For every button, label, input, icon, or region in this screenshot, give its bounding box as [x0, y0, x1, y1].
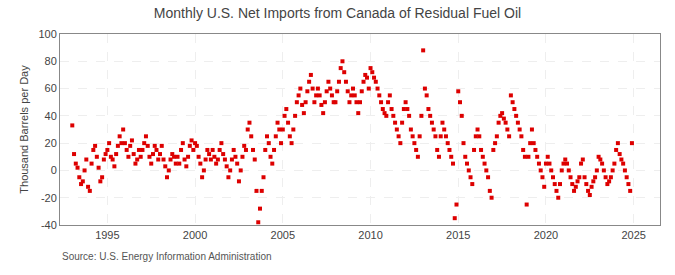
svg-text:2015: 2015	[446, 229, 470, 241]
svg-text:2020: 2020	[534, 229, 558, 241]
svg-text:100: 100	[38, 28, 56, 40]
svg-text:2025: 2025	[621, 229, 645, 241]
svg-text:-40: -40	[41, 219, 57, 231]
svg-text:Monthly U.S. Net Imports from: Monthly U.S. Net Imports from Canada of …	[154, 5, 521, 21]
svg-text:0: 0	[51, 164, 57, 176]
svg-text:60: 60	[45, 82, 57, 94]
svg-text:Thousand Barrels per Day: Thousand Barrels per Day	[18, 65, 30, 194]
svg-text:-20: -20	[41, 192, 57, 204]
svg-text:2000: 2000	[183, 229, 207, 241]
svg-text:80: 80	[45, 55, 57, 67]
svg-text:40: 40	[45, 110, 57, 122]
svg-text:2005: 2005	[271, 229, 295, 241]
svg-text:Source: U.S. Energy Informatio: Source: U.S. Energy Information Administ…	[62, 251, 272, 262]
svg-text:20: 20	[45, 137, 57, 149]
svg-text:2010: 2010	[358, 229, 382, 241]
svg-text:1995: 1995	[95, 229, 119, 241]
